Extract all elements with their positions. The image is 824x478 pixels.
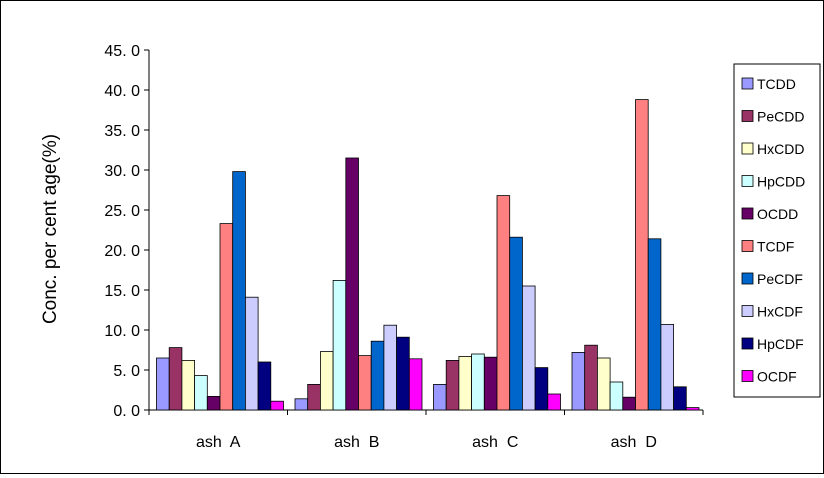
y-tick-label: 25. 0 bbox=[104, 203, 140, 220]
bar-pecdf-2 bbox=[370, 340, 385, 411]
y-tick-label: 40. 0 bbox=[104, 83, 140, 100]
legend-swatch bbox=[741, 142, 754, 155]
bar-ocdf-4 bbox=[685, 407, 700, 411]
legend-swatch bbox=[741, 207, 754, 220]
bar-hpcdd-2 bbox=[332, 279, 347, 411]
legend-entry: TCDF bbox=[757, 239, 794, 255]
legend: TCDD PeCDD HxCDD HpCDD OCDD TCDF PeCDF HxCDF HpC… bbox=[733, 63, 821, 398]
legend-entry: HxCDF bbox=[757, 304, 803, 320]
legend-swatch bbox=[741, 337, 754, 350]
legend-entry: HxCDD bbox=[757, 141, 804, 157]
legend-entry: PeCDF bbox=[757, 271, 803, 287]
y-tick-label: 30. 0 bbox=[104, 163, 140, 180]
bar-pecdd-1 bbox=[168, 347, 183, 411]
y-tick-label: 20. 0 bbox=[104, 243, 140, 260]
y-tick-label: 35. 0 bbox=[104, 123, 140, 140]
bar-ocdf-2 bbox=[408, 358, 423, 411]
bar-hxcdf-3 bbox=[522, 285, 536, 411]
bar-hxcdf-2 bbox=[383, 324, 397, 411]
legend-swatch bbox=[741, 175, 754, 187]
bar-hpcdf-2 bbox=[396, 336, 410, 411]
bar-tcdf-2 bbox=[358, 355, 372, 411]
bar-hpcdd-1 bbox=[194, 375, 208, 411]
bar-hpcdd-3 bbox=[471, 353, 485, 411]
bar-ocdd-1 bbox=[206, 395, 221, 411]
y-tick-label: 15. 0 bbox=[104, 283, 140, 300]
legend-swatch bbox=[741, 77, 754, 90]
bar-hxcdd-2 bbox=[319, 351, 334, 411]
bar-hpcdf-4 bbox=[673, 386, 687, 411]
bar-tcdd-1 bbox=[156, 357, 170, 411]
bar-pecdd-4 bbox=[584, 344, 598, 411]
bar-pecdf-1 bbox=[232, 171, 246, 411]
bar-ocdf-1 bbox=[270, 400, 284, 411]
legend-swatch bbox=[741, 305, 754, 317]
legend-swatch bbox=[741, 110, 754, 122]
bar-hxcdd-4 bbox=[597, 357, 611, 411]
bar-ocdd-2 bbox=[345, 157, 359, 411]
x-category-label: ash A bbox=[196, 434, 241, 451]
legend-swatch bbox=[741, 370, 754, 382]
bar-tcdf-4 bbox=[635, 99, 649, 411]
bar-pecdd-2 bbox=[307, 383, 321, 411]
bar-tcdf-3 bbox=[496, 195, 511, 411]
bar-pecdd-3 bbox=[445, 359, 460, 411]
legend-entry: OCDD bbox=[757, 206, 798, 222]
bar-hxcdd-1 bbox=[181, 359, 195, 411]
bar-hxcdf-4 bbox=[660, 323, 675, 411]
bar-tcdd-3 bbox=[433, 383, 447, 411]
y-tick-label: 10. 0 bbox=[104, 323, 140, 340]
bar-hxcdd-3 bbox=[458, 355, 472, 411]
y-tick-label: 5. 0 bbox=[113, 363, 140, 380]
y-ticks: 0. 0 5. 0 10. 0 15. 0 20. 0 25. 0 30. 0 35. 0 40… bbox=[104, 43, 149, 420]
legend-entry: TCDD bbox=[757, 76, 796, 92]
legend-swatch bbox=[741, 240, 754, 252]
bar-hpcdf-1 bbox=[257, 361, 272, 411]
bar-tcdd-4 bbox=[571, 351, 586, 411]
legend-entry: HpCDF bbox=[757, 336, 804, 352]
x-category-label: ash C bbox=[472, 434, 518, 451]
bar-hpcdf-3 bbox=[534, 367, 549, 411]
bars bbox=[156, 99, 700, 411]
legend-entry: OCDF bbox=[757, 369, 797, 385]
bar-tcdf-1 bbox=[219, 223, 234, 411]
bar-tcdd-2 bbox=[294, 398, 309, 411]
bar-hxcdf-1 bbox=[244, 296, 259, 411]
bar-ocdd-4 bbox=[622, 396, 636, 411]
bar-pecdf-3 bbox=[509, 236, 523, 411]
legend-entry: HpCDD bbox=[757, 174, 805, 190]
x-category-label: ash B bbox=[334, 434, 379, 451]
y-tick-label: 45. 0 bbox=[104, 43, 140, 60]
bar-pecdf-4 bbox=[647, 238, 662, 411]
legend-swatch bbox=[741, 272, 754, 285]
y-axis-label: Conc. per cent age(%) bbox=[40, 134, 61, 324]
y-tick-label: 0. 0 bbox=[113, 403, 140, 420]
x-category-label: ash D bbox=[611, 434, 657, 451]
bar-ocdd-3 bbox=[483, 356, 498, 411]
x-labels: ash A ash B ash C ash D bbox=[196, 434, 657, 451]
legend-entry: PeCDD bbox=[757, 109, 804, 125]
bar-hpcdd-4 bbox=[609, 381, 624, 411]
bar-ocdf-3 bbox=[547, 393, 561, 411]
